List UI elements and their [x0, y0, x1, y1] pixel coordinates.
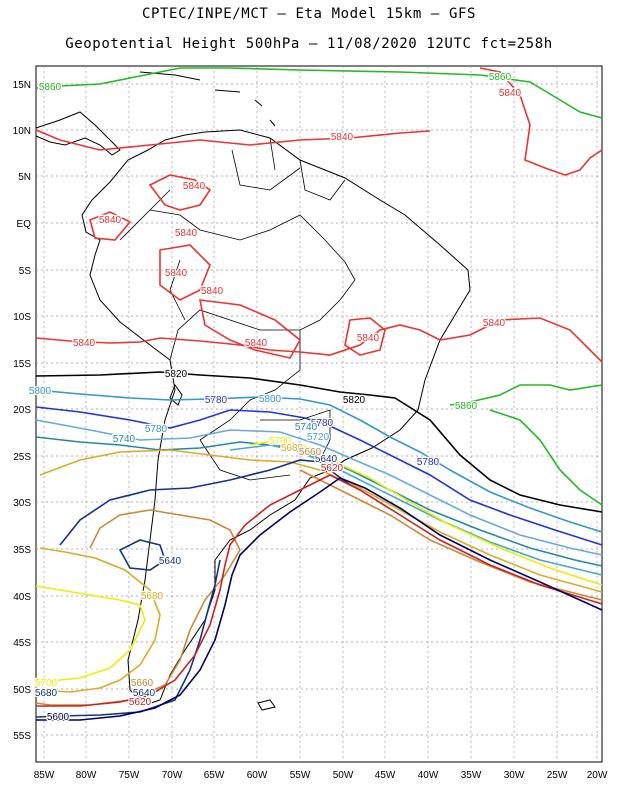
lon-tick-label: 50W	[333, 770, 354, 781]
contour-label: 5840	[245, 338, 268, 349]
contour-label: 5780	[311, 418, 334, 429]
contour-label: 5680	[281, 443, 304, 454]
contour-label: 5640	[159, 556, 182, 567]
lon-tick-label: 30W	[504, 770, 525, 781]
contour-label: 5800	[29, 386, 52, 397]
contour-label: 5780	[145, 424, 168, 435]
lon-tick-label: 60W	[247, 770, 268, 781]
lon-tick-label: 65W	[204, 770, 225, 781]
contour-label: 5840	[499, 88, 522, 99]
lon-tick-label: 85W	[34, 770, 55, 781]
contour-label: 5840	[331, 132, 354, 143]
lat-tick-label: 15S	[13, 359, 31, 370]
contour-5740	[35, 436, 603, 567]
lat-tick-label: 50S	[13, 685, 31, 696]
contour-label: 5800	[259, 394, 282, 405]
contour-label: 5600	[47, 712, 70, 723]
contour-lines	[35, 67, 603, 721]
contour-label: 5660	[299, 447, 322, 458]
contour-label: 5720	[307, 432, 330, 443]
contour-5800	[35, 389, 603, 533]
lake	[169, 383, 183, 406]
falkland-islands	[257, 699, 276, 711]
contour-label: 5700	[35, 678, 58, 689]
contour-label: 5840	[99, 215, 122, 226]
contour-label: 5820	[343, 395, 366, 406]
caribbean-islands	[139, 71, 276, 127]
lat-tick-label: 10N	[13, 126, 31, 137]
contour-5860-north	[35, 67, 603, 119]
lon-tick-label: 25W	[547, 770, 568, 781]
contour-5840-amazon	[89, 174, 386, 359]
contour-label: 5860	[39, 82, 62, 93]
contour-label: 5840	[357, 333, 380, 344]
contour-5640	[35, 459, 351, 718]
lat-tick-label: EQ	[17, 219, 32, 230]
contour-5840-main	[35, 129, 603, 363]
lon-tick-label: 70W	[162, 770, 183, 781]
central-america-coast	[35, 111, 121, 156]
contour-label: 5740	[295, 422, 318, 433]
coastlines	[35, 71, 471, 711]
contour-label: 5660	[131, 678, 154, 689]
lon-tick-label: 75W	[119, 770, 140, 781]
contour-label: 5840	[175, 228, 198, 239]
contour-label: 5860	[455, 401, 478, 412]
contour-label: 5840	[165, 268, 188, 279]
lat-tick-label: 25S	[13, 452, 31, 463]
map-title-line2: Geopotential Height 500hPa – 11/08/2020 …	[65, 36, 553, 52]
contour-label: 5680	[35, 688, 58, 699]
contour-labels: 5860 5860 5840 5840 5840 5840 5840 5840 5840 5840…	[28, 71, 523, 725]
lat-tick-label: 10S	[13, 312, 31, 323]
contour-5780	[35, 406, 603, 546]
lat-tick-label: 35S	[13, 545, 31, 556]
longitude-tick-labels: 85W 80W 75W 70W 65W 60W 55W 50W 45W 40W 35W 30W 25W 2…	[34, 770, 608, 781]
contour-5600	[36, 477, 603, 721]
contour-label: 5840	[201, 286, 224, 297]
contour-5820	[35, 371, 603, 513]
lat-tick-label: 5N	[18, 172, 31, 183]
contour-label: 5860	[489, 72, 512, 83]
contour-label: 5620	[129, 697, 152, 708]
contour-label: 5840	[183, 181, 206, 192]
lat-tick-label: 5S	[19, 266, 32, 277]
contour-label: 5680	[141, 591, 164, 602]
contour-label: 5640	[133, 688, 156, 699]
latitude-tick-labels: 15N 10N 5N EQ 5S 10S 15S 20S 25S 30S 35S 40S 45S 50S 5…	[13, 80, 32, 742]
contour-5680	[35, 449, 603, 693]
contour-label: 5740	[113, 434, 136, 445]
contour-label: 5640	[315, 454, 338, 465]
contour-label: 5780	[205, 395, 228, 406]
lon-tick-label: 35W	[461, 770, 482, 781]
country-borders	[119, 137, 356, 481]
lon-tick-label: 55W	[290, 770, 311, 781]
lon-tick-label: 20W	[587, 770, 608, 781]
lat-tick-label: 30S	[13, 498, 31, 509]
contour-5700	[35, 439, 603, 683]
contour-5620	[36, 474, 603, 707]
contour-label: 5780	[417, 457, 440, 468]
map-title-line1: CPTEC/INPE/MCT – Eta Model 15km – GFS	[141, 6, 477, 22]
lat-tick-label: 55S	[13, 731, 31, 742]
contour-label: 5820	[165, 369, 188, 380]
contour-label: 5840	[483, 318, 506, 329]
contour-label: 5840	[73, 338, 96, 349]
contour-5840-north	[479, 67, 603, 176]
contour-5760	[35, 419, 603, 556]
lat-tick-label: 45S	[13, 638, 31, 649]
contour-label: 5620	[321, 463, 344, 474]
lon-tick-label: 40W	[418, 770, 439, 781]
contour-5720	[229, 444, 603, 576]
contour-label: 5700	[269, 436, 292, 447]
lat-tick-label: 15N	[13, 80, 31, 91]
lat-tick-label: 20S	[13, 405, 31, 416]
lon-tick-label: 45W	[375, 770, 396, 781]
contour-5860-east	[449, 384, 603, 506]
lon-tick-label: 80W	[76, 770, 97, 781]
south-america-coast	[81, 129, 471, 706]
lat-tick-label: 40S	[13, 592, 31, 603]
